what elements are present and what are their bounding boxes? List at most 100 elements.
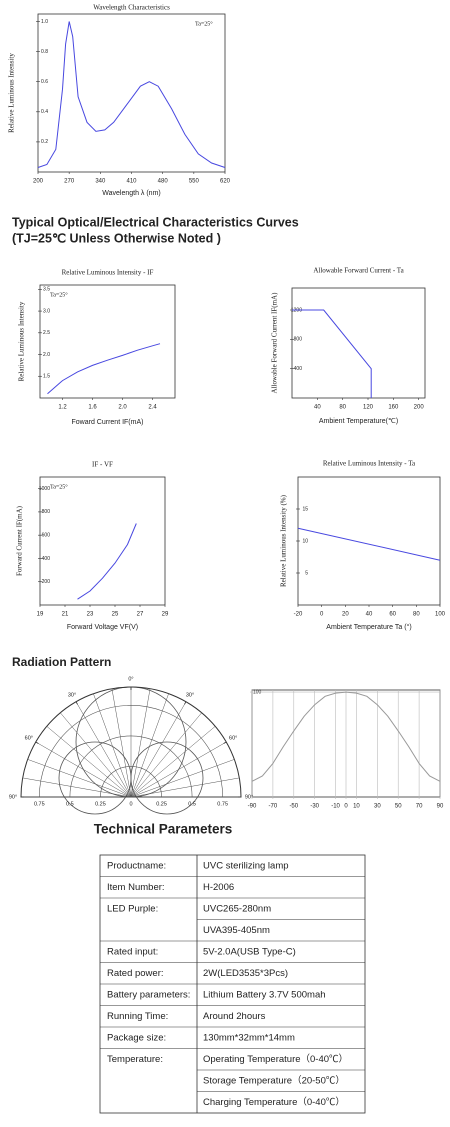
x-tick-label: 1.6 — [88, 405, 97, 411]
x-tick-label: 340 — [95, 179, 106, 185]
y-axis-label: Allowable Forward Current IF(mA) — [271, 292, 279, 394]
x-tick-label: 120 — [363, 405, 374, 411]
table-value: Operating Temperature（0-40℃） — [203, 1053, 348, 1065]
angle-tick-label: 30° — [68, 692, 76, 698]
table-label: LED Purple: — [107, 903, 158, 914]
x-tick-label: 2.4 — [148, 405, 157, 411]
table-value: Around 2hours — [203, 1011, 266, 1022]
x-tick-label: 550 — [189, 179, 200, 185]
heading: Technical Parameters — [94, 822, 233, 837]
y-tick-label: 200 — [42, 579, 51, 585]
table-label: Productname: — [107, 860, 166, 871]
r-tick-label: 0.25 — [95, 801, 106, 807]
radial-line — [27, 759, 132, 798]
x-tick-label: -50 — [289, 804, 298, 810]
radial-line — [130, 701, 187, 798]
angle-tick-label: 60° — [229, 735, 237, 741]
line — [251, 691, 441, 782]
table-value: UVA395-405nm — [203, 925, 270, 936]
tick-mark — [184, 701, 187, 705]
angle-tick-label: 90° — [245, 794, 253, 800]
plot-frame — [37, 13, 226, 173]
x-tick-label: 30 — [374, 804, 381, 810]
x-tick-label: 410 — [126, 179, 137, 185]
x-tick-label: 23 — [87, 612, 94, 618]
y-tick-label: 15 — [302, 506, 308, 512]
plot-frame — [39, 476, 166, 606]
table-value: Lithium Battery 3.7V 500mah — [203, 989, 326, 1000]
x-tick-label: 21 — [62, 612, 69, 618]
table-value: 130mm*32mm*14mm — [203, 1032, 295, 1043]
radial-line — [130, 693, 169, 798]
angle-tick-label: 0° — [128, 676, 133, 682]
table-label: Temperature: — [107, 1054, 163, 1065]
x-tick-label: -20 — [294, 612, 303, 618]
r-tick-label: 0.75 — [34, 801, 45, 807]
y-tick-label: 400 — [42, 556, 51, 562]
radial-line — [130, 712, 202, 798]
table-value: UVC sterilizing lamp — [203, 860, 289, 871]
radial-line — [130, 777, 240, 798]
line — [37, 21, 226, 168]
x-tick-label: 25 — [112, 612, 119, 618]
table-label: Rated input: — [107, 946, 158, 957]
y-tick-label: 1.0 — [41, 19, 48, 25]
radial-line — [130, 759, 235, 798]
plot-frame — [291, 287, 426, 399]
y-axis-label: Relative Luminous Intensity — [8, 53, 16, 133]
y-tick-label: 3.0 — [43, 308, 50, 314]
radial-line — [46, 726, 132, 798]
angle-tick-label: 30° — [186, 692, 194, 698]
x-tick-label: -70 — [269, 804, 278, 810]
radial-line — [130, 688, 151, 798]
table-value: UVC265-280nm — [203, 903, 271, 914]
y-tick-label: 0.6 — [41, 79, 48, 85]
table-label: Battery parameters: — [107, 989, 190, 1000]
y-tick-label: 1.5 — [43, 374, 50, 380]
y-tick-label: 100 — [253, 689, 262, 695]
y-tick-label: 600 — [42, 533, 51, 539]
y-axis-label: Relative Luminous Intensity — [18, 301, 26, 381]
x-tick-label: 40 — [314, 405, 321, 411]
x-axis-label: Ambient Temperature(℃) — [319, 418, 398, 425]
heading: Typical Optical/Electrical Characteristi… — [12, 215, 299, 229]
x-tick-label: 1.2 — [58, 405, 67, 411]
r-tick-label: 0.75 — [217, 801, 228, 807]
radial-line — [35, 741, 132, 798]
x-tick-label: 20 — [342, 612, 349, 618]
radial-line — [111, 688, 132, 798]
y-tick-label: 800 — [294, 337, 303, 343]
annotation: Ta=25° — [50, 291, 68, 298]
annotation: Ta=25° — [50, 483, 68, 490]
x-tick-label: 90 — [437, 804, 444, 810]
y-tick-label: 400 — [294, 366, 303, 372]
r-tick-label: 0.5 — [66, 801, 74, 807]
angle-tick-label: 60° — [25, 735, 33, 741]
tick-mark — [35, 741, 39, 744]
angle-tick-label: 90° — [9, 794, 17, 800]
x-tick-label: 0 — [320, 612, 324, 618]
table-label: Package size: — [107, 1032, 166, 1043]
y-tick-label: 10 — [302, 538, 308, 544]
r-tick-label: 0 — [129, 801, 132, 807]
x-tick-label: 60 — [389, 612, 396, 618]
r-tick-label: 0.25 — [156, 801, 167, 807]
x-tick-label: 200 — [33, 179, 44, 185]
x-tick-label: -90 — [248, 804, 257, 810]
x-tick-label: 40 — [366, 612, 373, 618]
x-tick-label: 70 — [416, 804, 423, 810]
table-value: Charging Temperature（0-40℃） — [203, 1096, 345, 1108]
chart-title: Wavelength Characteristics — [93, 4, 170, 12]
line — [77, 523, 137, 600]
x-tick-label: 10 — [353, 804, 360, 810]
tick-mark — [75, 701, 78, 705]
tick-mark — [223, 741, 227, 744]
table-label: Running Time: — [107, 1011, 168, 1022]
heading: Radiation Pattern — [12, 655, 111, 669]
x-tick-label: 100 — [435, 612, 446, 618]
x-tick-label: 620 — [220, 179, 231, 185]
radial-line — [60, 712, 132, 798]
radial-line — [22, 777, 132, 798]
x-axis-label: Forward Voltage VF(V) — [67, 624, 138, 631]
x-tick-label: 19 — [37, 612, 44, 618]
